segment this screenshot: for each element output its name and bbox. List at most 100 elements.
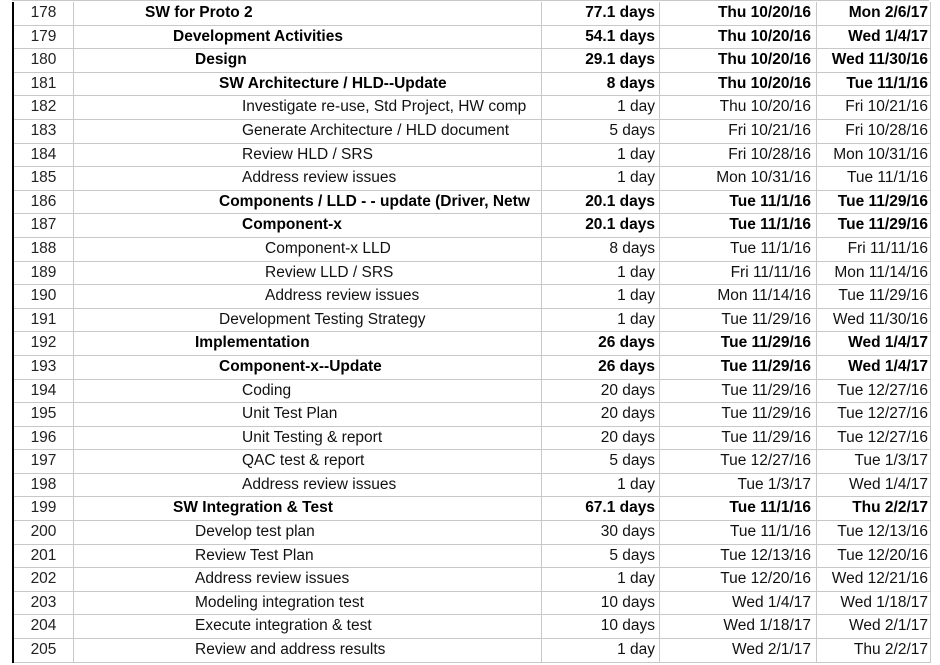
duration-cell[interactable]: 20 days xyxy=(542,379,660,403)
start-cell[interactable]: Tue 1/3/17 xyxy=(660,473,817,497)
row-id-cell[interactable]: 191 xyxy=(14,308,74,332)
finish-cell[interactable]: Mon 11/14/16 xyxy=(817,261,931,285)
row-id-cell[interactable]: 184 xyxy=(14,143,74,167)
task-name-cell[interactable]: Review HLD / SRS xyxy=(74,143,542,167)
start-cell[interactable]: Tue 11/1/16 xyxy=(660,214,817,237)
duration-cell[interactable]: 8 days xyxy=(542,237,660,261)
task-name-cell[interactable]: Component-x xyxy=(74,214,542,237)
row-id-cell[interactable]: 203 xyxy=(14,591,74,615)
row-id-cell[interactable]: 192 xyxy=(14,332,74,355)
duration-cell[interactable]: 1 day xyxy=(542,261,660,285)
table-row[interactable]: 203 Modeling integration test 10 days Wed 1… xyxy=(14,591,931,616)
task-name-cell[interactable]: Design xyxy=(74,49,542,72)
task-name-cell[interactable]: Address review issues xyxy=(74,167,542,190)
finish-cell[interactable]: Wed 1/4/17 xyxy=(817,25,931,49)
task-name-cell[interactable]: Develop test plan xyxy=(74,521,542,544)
duration-cell[interactable]: 8 days xyxy=(542,72,660,96)
duration-cell[interactable]: 1 day xyxy=(542,143,660,167)
duration-cell[interactable]: 1 day xyxy=(542,568,660,591)
start-cell[interactable]: Tue 11/1/16 xyxy=(660,190,817,214)
start-cell[interactable]: Fri 11/11/16 xyxy=(660,261,817,285)
table-row[interactable]: 187 Component-x 20.1 days Tue 11/1/16 Tue 11… xyxy=(14,214,931,238)
table-row[interactable]: 192 Implementation 26 days Tue 11/29/16 Wed … xyxy=(14,332,931,356)
finish-cell[interactable]: Tue 11/29/16 xyxy=(817,190,931,214)
start-cell[interactable]: Tue 12/20/16 xyxy=(660,568,817,591)
table-row[interactable]: 193 Component-x--Update 26 days Tue 11/29/1… xyxy=(14,355,931,380)
task-name-cell[interactable]: Development Testing Strategy xyxy=(74,308,542,332)
task-name-cell[interactable]: Unit Test Plan xyxy=(74,403,542,426)
table-row[interactable]: 199 SW Integration & Test 67.1 days Tue 11/… xyxy=(14,497,931,522)
duration-cell[interactable]: 1 day xyxy=(542,96,660,119)
duration-cell[interactable]: 26 days xyxy=(542,355,660,379)
task-name-cell[interactable]: Investigate re-use, Std Project, HW comp xyxy=(74,96,542,119)
finish-cell[interactable]: Tue 12/13/16 xyxy=(817,521,931,544)
finish-cell[interactable]: Tue 12/20/16 xyxy=(817,544,931,568)
table-row[interactable]: 183 Generate Architecture / HLD document 5… xyxy=(14,119,931,144)
row-id-cell[interactable]: 189 xyxy=(14,261,74,285)
start-cell[interactable]: Mon 11/14/16 xyxy=(660,285,817,308)
row-id-cell[interactable]: 200 xyxy=(14,521,74,544)
row-id-cell[interactable]: 188 xyxy=(14,237,74,261)
table-row[interactable]: 195 Unit Test Plan 20 days Tue 11/29/16 Tue … xyxy=(14,403,931,427)
start-cell[interactable]: Tue 12/27/16 xyxy=(660,450,817,473)
finish-cell[interactable]: Wed 1/4/17 xyxy=(817,355,931,379)
table-row[interactable]: 189 Review LLD / SRS 1 day Fri 11/11/16 Mon … xyxy=(14,261,931,286)
row-id-cell[interactable]: 182 xyxy=(14,96,74,119)
table-row[interactable]: 200 Develop test plan 30 days Tue 11/1/16 Tu… xyxy=(14,521,931,545)
start-cell[interactable]: Wed 1/18/17 xyxy=(660,615,817,639)
start-cell[interactable]: Thu 10/20/16 xyxy=(660,49,817,72)
row-id-cell[interactable]: 194 xyxy=(14,379,74,403)
duration-cell[interactable]: 20 days xyxy=(542,403,660,426)
table-row[interactable]: 186 Components / LLD - - update (Driver, … xyxy=(14,190,931,215)
table-row[interactable]: 185 Address review issues 1 day Mon 10/31/1… xyxy=(14,167,931,191)
row-id-cell[interactable]: 199 xyxy=(14,497,74,521)
duration-cell[interactable]: 67.1 days xyxy=(542,497,660,521)
row-id-cell[interactable]: 204 xyxy=(14,615,74,639)
task-name-cell[interactable]: QAC test & report xyxy=(74,450,542,473)
finish-cell[interactable]: Fri 10/21/16 xyxy=(817,96,931,119)
task-name-cell[interactable]: Generate Architecture / HLD document xyxy=(74,119,542,143)
finish-cell[interactable]: Tue 11/1/16 xyxy=(817,72,931,96)
start-cell[interactable]: Fri 10/21/16 xyxy=(660,119,817,143)
task-name-cell[interactable]: Unit Testing & report xyxy=(74,426,542,450)
duration-cell[interactable]: 20.1 days xyxy=(542,190,660,214)
task-name-cell[interactable]: Execute integration & test xyxy=(74,615,542,639)
row-id-cell[interactable]: 183 xyxy=(14,119,74,143)
table-row[interactable]: 188 Component-x LLD 8 days Tue 11/1/16 Fri 1… xyxy=(14,237,931,262)
row-id-cell[interactable]: 190 xyxy=(14,285,74,308)
start-cell[interactable]: Tue 11/1/16 xyxy=(660,497,817,521)
task-name-cell[interactable]: Modeling integration test xyxy=(74,591,542,615)
finish-cell[interactable]: Tue 12/27/16 xyxy=(817,379,931,403)
row-id-cell[interactable]: 178 xyxy=(14,2,74,25)
start-cell[interactable]: Wed 1/4/17 xyxy=(660,591,817,615)
row-id-cell[interactable]: 180 xyxy=(14,49,74,72)
duration-cell[interactable]: 26 days xyxy=(542,332,660,355)
table-row[interactable]: 198 Address review issues 1 day Tue 1/3/17 W… xyxy=(14,473,931,498)
table-row[interactable]: 180 Design 29.1 days Thu 10/20/16 Wed 11/30/… xyxy=(14,49,931,73)
start-cell[interactable]: Tue 11/1/16 xyxy=(660,237,817,261)
start-cell[interactable]: Fri 10/28/16 xyxy=(660,143,817,167)
table-row[interactable]: 184 Review HLD / SRS 1 day Fri 10/28/16 Mon … xyxy=(14,143,931,168)
row-id-cell[interactable]: 187 xyxy=(14,214,74,237)
finish-cell[interactable]: Mon 10/31/16 xyxy=(817,143,931,167)
task-name-cell[interactable]: Component-x LLD xyxy=(74,237,542,261)
task-name-cell[interactable]: SW for Proto 2 xyxy=(74,2,542,25)
start-cell[interactable]: Tue 12/13/16 xyxy=(660,544,817,568)
task-name-cell[interactable]: Implementation xyxy=(74,332,542,355)
task-name-cell[interactable]: SW Architecture / HLD--Update xyxy=(74,72,542,96)
row-id-cell[interactable]: 186 xyxy=(14,190,74,214)
duration-cell[interactable]: 20 days xyxy=(542,426,660,450)
duration-cell[interactable]: 1 day xyxy=(542,473,660,497)
task-name-cell[interactable]: Address review issues xyxy=(74,473,542,497)
duration-cell[interactable]: 5 days xyxy=(542,544,660,568)
row-id-cell[interactable]: 198 xyxy=(14,473,74,497)
task-name-cell[interactable]: Component-x--Update xyxy=(74,355,542,379)
duration-cell[interactable]: 20.1 days xyxy=(542,214,660,237)
finish-cell[interactable]: Fri 11/11/16 xyxy=(817,237,931,261)
finish-cell[interactable]: Wed 1/18/17 xyxy=(817,591,931,615)
duration-cell[interactable]: 1 day xyxy=(542,167,660,190)
finish-cell[interactable]: Tue 11/29/16 xyxy=(817,285,931,308)
duration-cell[interactable]: 54.1 days xyxy=(542,25,660,49)
start-cell[interactable]: Thu 10/20/16 xyxy=(660,96,817,119)
finish-cell[interactable]: Thu 2/2/17 xyxy=(817,639,931,662)
